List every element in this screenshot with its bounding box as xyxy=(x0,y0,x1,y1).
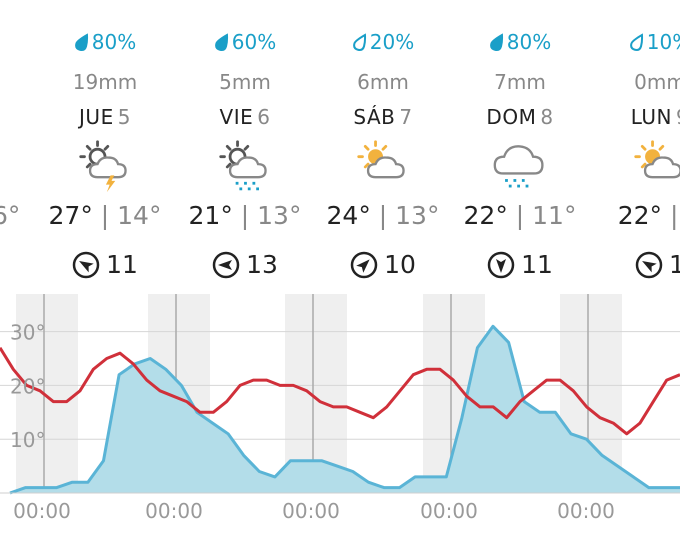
day-label: SÁB xyxy=(353,105,396,129)
partial-temp: 6° xyxy=(0,201,21,230)
temp-max: 21° xyxy=(188,201,233,230)
day-date: 9 xyxy=(676,105,680,129)
day-temps: 24° | 13° xyxy=(326,201,440,230)
wind-direction-icon xyxy=(72,251,100,278)
day-date: 7 xyxy=(399,105,413,129)
rain-amount: 6mm xyxy=(357,70,409,94)
temp-max: 27° xyxy=(48,201,93,230)
day-temps: 21° | 13° xyxy=(188,201,302,230)
raindrop-icon xyxy=(74,33,88,51)
day-date: 6 xyxy=(257,105,271,129)
temp-min: 13° xyxy=(257,201,302,230)
x-tick-label: 00:00 xyxy=(282,499,340,523)
rain-pct: 20% xyxy=(369,30,415,54)
sun-cloud-rain-icon xyxy=(219,140,267,191)
temp-min: 11° xyxy=(532,201,577,230)
wind-direction-icon xyxy=(487,251,515,278)
temp-max: 24° xyxy=(326,201,371,230)
wind-speed: 11 xyxy=(455,250,585,279)
y-tick-label: 20° xyxy=(10,374,45,398)
day-label: LUN xyxy=(630,105,672,129)
raindrop-icon xyxy=(352,33,366,51)
day-date: 8 xyxy=(540,105,554,129)
wind-value: 10 xyxy=(384,250,416,279)
rain-pct: 80% xyxy=(506,30,552,54)
day-temps: 22° | 11° xyxy=(463,201,577,230)
wind-value: 11 xyxy=(521,250,553,279)
temp-max: 22° xyxy=(617,201,663,230)
wind-value: 1 xyxy=(669,250,680,279)
day-column[interactable]: 20% 6mm SÁB 7 24° | 13° 10 xyxy=(318,0,448,290)
rain-probability: 10% xyxy=(595,30,680,54)
x-tick-label: 00:00 xyxy=(420,499,478,523)
rain-probability: 20% xyxy=(318,30,448,54)
day-name: VIE 6 xyxy=(180,105,310,129)
day-column[interactable]: 10% 0mm LUN9 22° | 1 1 xyxy=(595,0,680,290)
day-name: DOM 8 xyxy=(455,105,585,129)
rain-line xyxy=(9,324,680,495)
rain-amount: 5mm xyxy=(219,70,271,94)
wind-speed: 13 xyxy=(180,250,310,279)
wind-value: 13 xyxy=(246,250,278,279)
wind-direction-icon xyxy=(635,251,663,278)
rain-pct: 10% xyxy=(646,30,680,54)
cloud-rain-icon xyxy=(493,145,544,188)
day-temps: 27° | 14° xyxy=(48,201,162,230)
wind-direction-icon xyxy=(350,251,378,278)
rain-amount: 19mm xyxy=(72,70,138,94)
rain-probability: 60% xyxy=(180,30,310,54)
temp-max: 22° xyxy=(463,201,508,230)
rain-amount: 7mm xyxy=(494,70,546,94)
rain-probability: 80% xyxy=(40,30,170,54)
day-name: LUN9 xyxy=(595,105,680,129)
rain-probability: 80% xyxy=(455,30,585,54)
temp-min: 14° xyxy=(117,201,162,230)
raindrop-icon xyxy=(214,33,228,51)
x-tick-label: 00:00 xyxy=(13,499,71,523)
day-name: SÁB 7 xyxy=(318,105,448,129)
night-band xyxy=(16,294,78,493)
day-label: JUE xyxy=(79,105,114,129)
y-tick-label: 30° xyxy=(10,321,45,345)
day-column[interactable]: 80% 19mm JUE 5 27° | 14° 11 xyxy=(40,0,170,290)
temp-min: 13° xyxy=(395,201,440,230)
wind-speed: 11 xyxy=(40,250,170,279)
wind-direction-icon xyxy=(212,251,240,278)
sun-cloud-icon xyxy=(357,140,405,179)
day-column[interactable]: 80% 7mm DOM 8 22° | 11° 11 xyxy=(455,0,585,290)
rain-pct: 60% xyxy=(231,30,277,54)
sun-cloud-icon xyxy=(634,140,680,179)
wind-value: 11 xyxy=(106,250,138,279)
rain-pct: 80% xyxy=(91,30,137,54)
rain-amount: 0mm xyxy=(634,70,680,94)
raindrop-icon xyxy=(489,33,503,51)
wind-speed: 10 xyxy=(318,250,448,279)
day-column[interactable]: 60% 5mm VIE 6 21° | 13° 13 xyxy=(180,0,310,290)
rain-area xyxy=(10,326,680,493)
day-temps: 22° | 1 xyxy=(617,201,679,230)
day-label: DOM xyxy=(486,105,537,129)
x-tick-label: 00:00 xyxy=(145,499,203,523)
sun-cloud-thunder-icon xyxy=(79,140,127,193)
day-date: 5 xyxy=(117,105,131,129)
temperature-line xyxy=(0,347,680,436)
day-label: VIE xyxy=(219,105,254,129)
x-tick-label: 00:00 xyxy=(557,499,615,523)
y-tick-label: 10° xyxy=(10,428,45,452)
raindrop-icon xyxy=(629,33,643,51)
wind-speed: 1 xyxy=(595,250,680,279)
day-name: JUE 5 xyxy=(40,105,170,129)
forecast-chart: 10° 20° 30° 00:00 00:00 00:00 00:00 00:00 xyxy=(0,294,680,523)
